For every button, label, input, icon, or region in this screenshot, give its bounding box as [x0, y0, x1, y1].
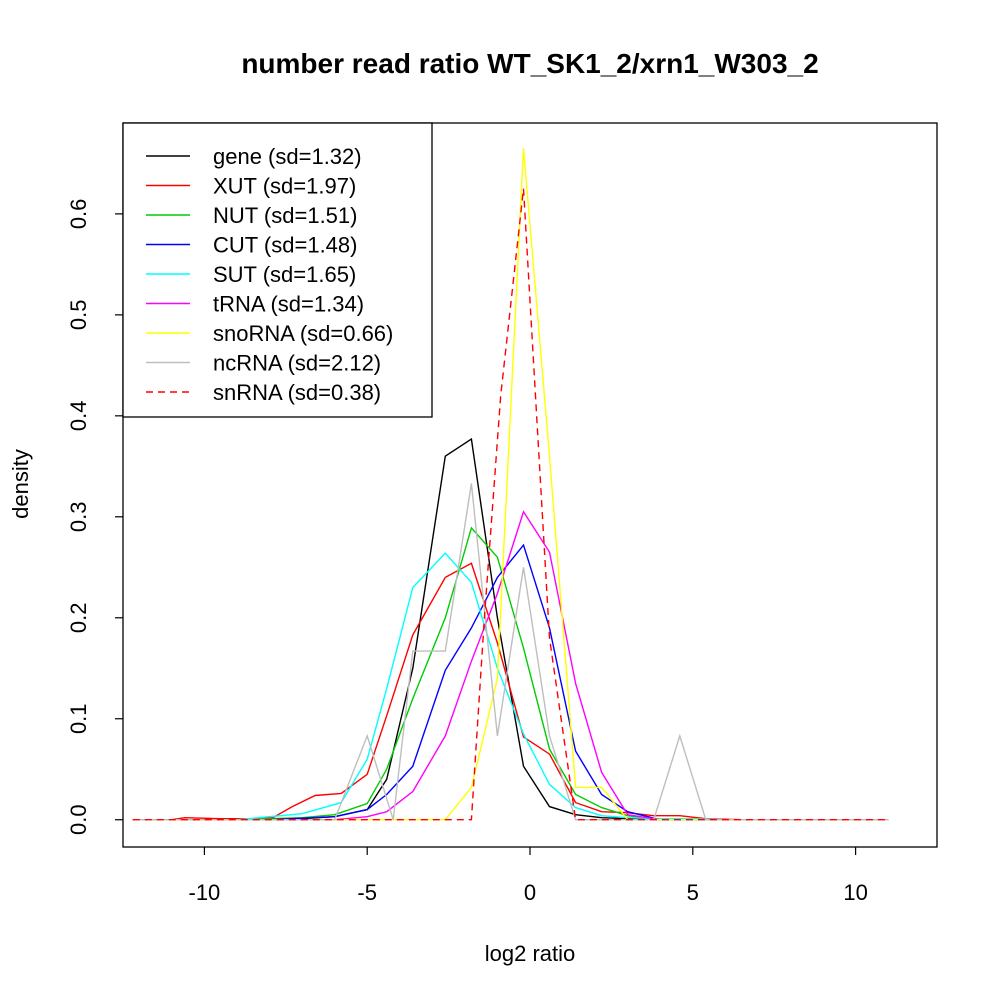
legend-label: NUT (sd=1.51): [213, 203, 357, 228]
axes: -10 -5 0 5 10 0.0 0.1 0.2 0.3 0.4 0.5 0.6: [66, 199, 868, 905]
legend-label: SUT (sd=1.65): [213, 262, 356, 287]
series-line-3: [132, 543, 889, 821]
y-tick-label: 0.3: [66, 502, 91, 533]
x-tick-label: 10: [843, 880, 867, 905]
series-line-5: [132, 510, 889, 821]
series-line-4: [132, 552, 889, 821]
legend-label: ncRNA (sd=2.12): [213, 351, 381, 376]
x-tick-label: -10: [189, 880, 221, 905]
series-line-7: [132, 483, 889, 821]
legend-label: gene (sd=1.32): [213, 144, 362, 169]
legend-label: snRNA (sd=0.38): [213, 380, 381, 405]
plot-frame: [122, 122, 938, 848]
legend-label: snoRNA (sd=0.66): [213, 321, 393, 346]
y-tick-label: 0.5: [66, 300, 91, 331]
y-tick-label: 0.4: [66, 401, 91, 432]
plot-lines: [132, 148, 889, 821]
series-line-8: [132, 188, 889, 821]
series-line-0: [132, 437, 889, 821]
x-tick-label: 5: [687, 880, 699, 905]
series-line-2: [132, 526, 889, 821]
series-line-6: [132, 148, 889, 821]
legend-label: XUT (sd=1.97): [213, 174, 356, 199]
y-tick-label: 0.0: [66, 804, 91, 835]
x-tick-label: -5: [357, 880, 377, 905]
legend-label: CUT (sd=1.48): [213, 233, 357, 258]
y-tick-label: 0.1: [66, 703, 91, 734]
legend-label: tRNA (sd=1.34): [213, 292, 364, 317]
y-tick-label: 0.6: [66, 199, 91, 230]
chart-title: number read ratio WT_SK1_2/xrn1_W303_2: [241, 48, 818, 79]
legend-box: [122, 122, 433, 418]
legend: gene (sd=1.32) XUT (sd=1.97) NUT (sd=1.51)…: [122, 122, 433, 418]
y-tick-label: 0.2: [66, 602, 91, 633]
x-tick-label: 0: [524, 880, 536, 905]
y-axis-label: density: [8, 449, 33, 519]
x-axis-label: log2 ratio: [485, 941, 576, 966]
